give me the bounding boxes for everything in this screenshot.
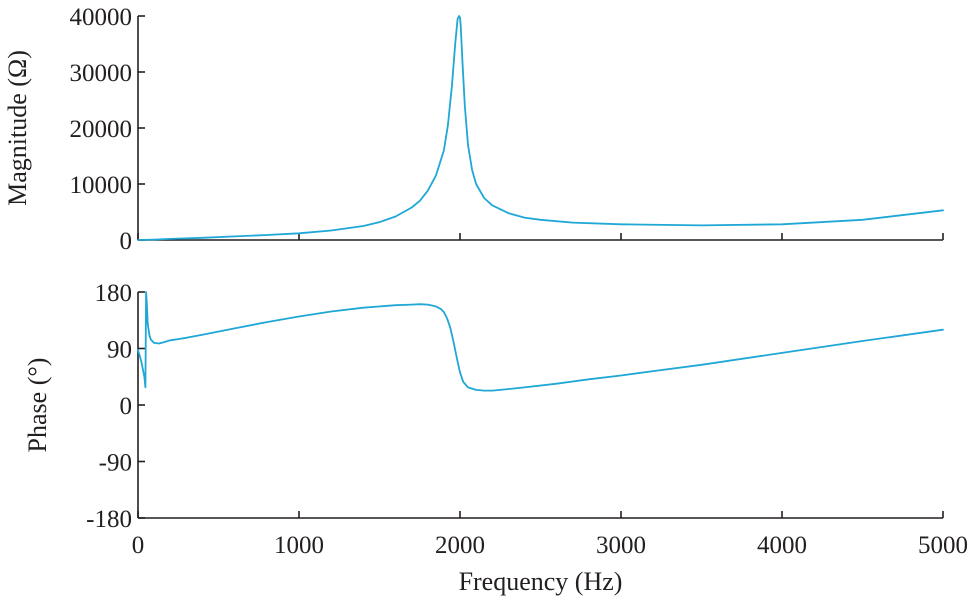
phase-y-tick-label: 180 xyxy=(95,280,133,307)
phase-x-tick-label: 4000 xyxy=(757,532,807,559)
phase-x-tick-label: 0 xyxy=(132,532,145,559)
phase-y-axis-label: Phase (°) xyxy=(23,358,52,453)
phase-x-tick-label: 2000 xyxy=(435,532,485,559)
magnitude-y-tick-label: 40000 xyxy=(70,4,133,31)
phase-x-tick-label: 3000 xyxy=(596,532,646,559)
phase-panel: -180 -90 0 90 180 0 1000 2000 3000 4000 5000 Phase … xyxy=(23,280,968,596)
phase-series-line xyxy=(137,291,944,392)
magnitude-y-tick-label: 0 xyxy=(120,228,133,255)
magnitude-series-line xyxy=(137,15,944,241)
phase-x-tick-label: 5000 xyxy=(918,532,968,559)
magnitude-y-tick-label: 20000 xyxy=(70,116,133,143)
magnitude-y-axis-label: Magnitude (Ω) xyxy=(3,50,32,206)
phase-y-tick-label: 0 xyxy=(120,393,133,420)
phase-x-axis-label: Frequency (Hz) xyxy=(459,567,623,596)
phase-y-tick-label: 90 xyxy=(107,337,132,364)
phase-y-tick-label: -180 xyxy=(86,506,132,533)
magnitude-panel: 0 10000 20000 30000 40000 Magnitude (Ω) xyxy=(3,4,944,255)
phase-x-tick-label: 1000 xyxy=(274,532,324,559)
magnitude-y-tick-label: 10000 xyxy=(70,172,133,199)
magnitude-y-tick-label: 30000 xyxy=(70,60,133,87)
phase-y-tick-label: -90 xyxy=(99,450,132,477)
